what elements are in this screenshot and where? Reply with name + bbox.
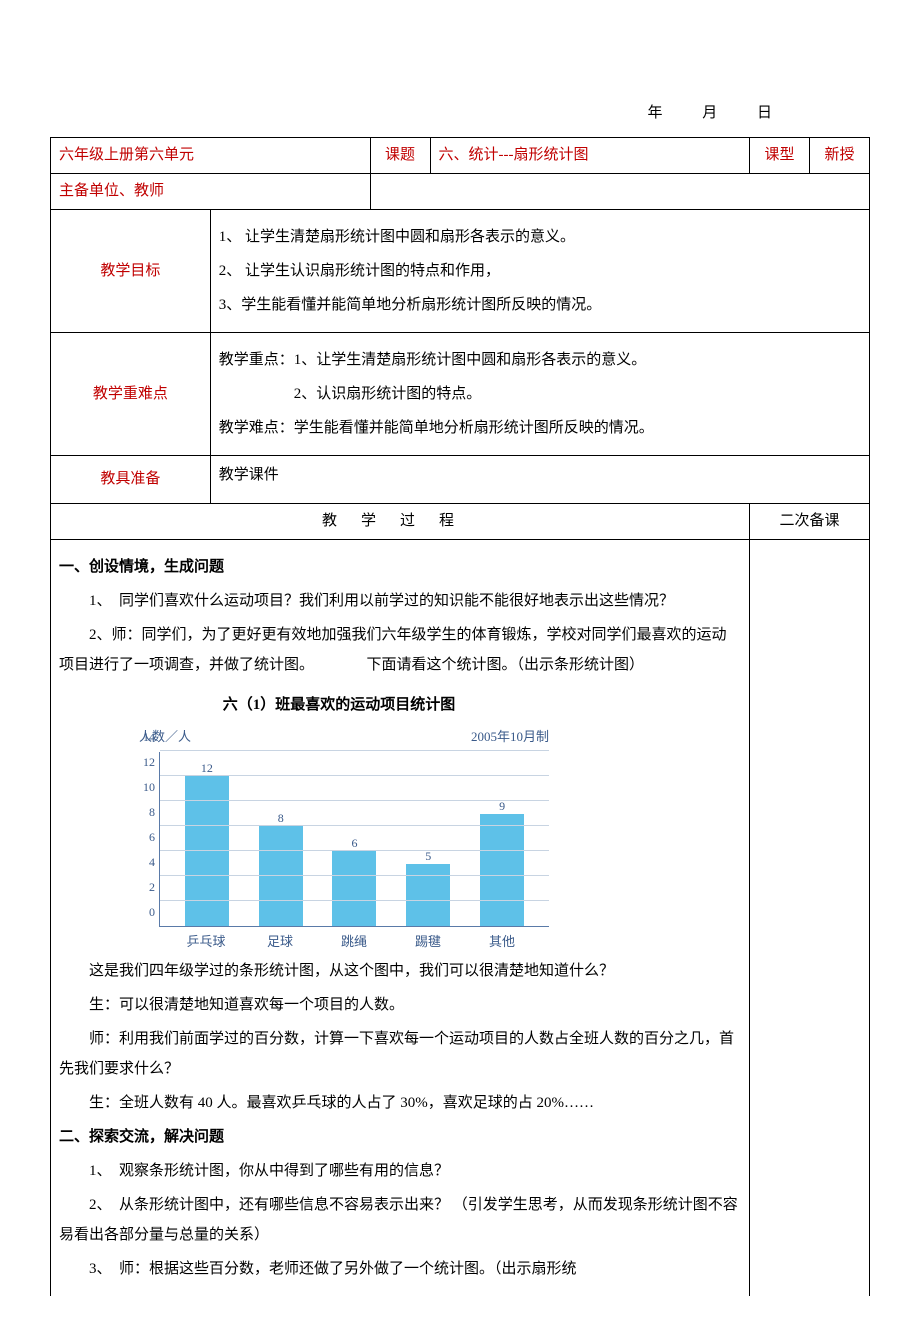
topic-label: 课题 [370,138,430,174]
section-2-heading: 二、探索交流，解决问题 [59,1122,741,1152]
bar-value-label: 9 [499,796,505,818]
bar: 8 [259,826,303,926]
goal-line-3: 3、学生能看懂并能简单地分析扇形统计图所反映的情况。 [219,290,861,320]
y-tick-label: 6 [149,827,155,849]
bar-chart: 六（1）班最喜欢的运动项目统计图 人数／人 2005年10月制 02468101… [119,692,559,952]
keypoint-line-3: 教学难点：学生能看懂并能简单地分析扇形统计图所反映的情况。 [219,413,861,443]
body-p7: 1、 观察条形统计图，你从中得到了哪些有用的信息？ [59,1156,741,1186]
x-tick-label: 足球 [258,930,302,953]
keypoint-line-1: 教学重点：1、让学生清楚扇形统计图中圆和扇形各表示的意义。 [219,345,861,375]
unit-label: 六年级上册第六单元 [51,138,371,174]
date-month: 月 [702,105,717,121]
y-tick-label: 14 [143,727,155,749]
bar: 6 [332,851,376,926]
goal-row: 教学目标 1、 让学生清楚扇形统计图中圆和扇形各表示的意义。 2、 让学生认识扇… [51,210,870,333]
body-p5: 师：利用我们前面学过的百分数，计算一下喜欢每一个运动项目的人数占全班人数的百分之… [59,1024,741,1084]
type-value: 新授 [810,138,870,174]
grid-line [160,750,549,751]
bar: 12 [185,776,229,926]
y-tick-label: 10 [143,777,155,799]
body-p4: 生：可以很清楚地知道喜欢每一个项目的人数。 [59,990,741,1020]
keypoint-line-2: 2、认识扇形统计图的特点。 [219,379,861,409]
y-tick-label: 0 [149,902,155,924]
grid-line [160,875,549,876]
date-year: 年 [647,105,662,121]
body-p1: 1、 同学们喜欢什么运动项目？我们利用以前学过的知识能不能很好地表示出这些情况？ [59,586,741,616]
y-tick-label: 12 [143,752,155,774]
x-tick-label: 踢毽 [406,930,450,953]
body-row: 一、创设情境，生成问题 1、 同学们喜欢什么运动项目？我们利用以前学过的知识能不… [51,540,870,1297]
grid-line [160,775,549,776]
date-day: 日 [757,105,772,121]
goal-line-2: 2、 让学生认识扇形统计图的特点和作用， [219,256,861,286]
x-tick-label: 跳绳 [332,930,376,953]
body-p6: 生：全班人数有 40 人。最喜欢乒乓球的人占了 30%，喜欢足球的占 20%…… [59,1088,741,1118]
chart-title: 六（1）班最喜欢的运动项目统计图 [119,692,559,719]
chart-plot: 128659 [159,752,549,927]
chart-area: 02468101214 128659 乒乓球足球跳绳踢毽其他 [159,752,559,952]
prep-label: 教具准备 [51,456,211,504]
keypoint-label: 教学重难点 [51,333,211,456]
prep-row: 教具准备 教学课件 [51,456,870,504]
y-tick-label: 2 [149,877,155,899]
y-tick-label: 4 [149,852,155,874]
goal-line-1: 1、 让学生清楚扇形统计图中圆和扇形各表示的意义。 [219,222,861,252]
bar-value-label: 6 [351,833,357,855]
grid-line [160,900,549,901]
header-row-1: 六年级上册第六单元 课题 六、统计---扇形统计图 课型 新授 [51,138,870,174]
x-tick-label: 乒乓球 [184,930,228,953]
chart-date: 2005年10月制 [471,725,549,748]
x-axis-labels: 乒乓球 足球 跳绳 踢毽 其他 [159,930,549,953]
bar-value-label: 8 [278,808,284,830]
x-tick-label: 其他 [480,930,524,953]
keypoint-row: 教学重难点 教学重点：1、让学生清楚扇形统计图中圆和扇形各表示的意义。 2、认识… [51,333,870,456]
second-prep-column [750,540,870,1297]
chart-subtitle-row: 人数／人 2005年10月制 [119,725,559,748]
goal-label: 教学目标 [51,210,211,333]
goal-content: 1、 让学生清楚扇形统计图中圆和扇形各表示的意义。 2、 让学生认识扇形统计图的… [210,210,869,333]
keypoint-content: 教学重点：1、让学生清楚扇形统计图中圆和扇形各表示的意义。 2、认识扇形统计图的… [210,333,869,456]
y-axis-labels: 02468101214 [131,752,155,927]
bar-value-label: 5 [425,846,431,868]
prep-value: 教学课件 [210,456,869,504]
body-p8: 2、 从条形统计图中，还有哪些信息不容易表示出来？ （引发学生思考，从而发现条形… [59,1190,741,1250]
lesson-plan-table: 六年级上册第六单元 课题 六、统计---扇形统计图 课型 新授 主备单位、教师 … [50,137,870,1296]
second-prep-header: 二次备课 [750,504,870,540]
type-label: 课型 [750,138,810,174]
body-p2: 2、师：同学们，为了更好更有效地加强我们六年级学生的体育锻炼，学校对同学们最喜欢… [59,620,741,680]
author-row: 主备单位、教师 [51,174,870,210]
grid-line [160,800,549,801]
bar-value-label: 12 [201,758,213,780]
y-tick-label: 8 [149,802,155,824]
body-p9: 3、 师：根据这些百分数，老师还做了另外做了一个统计图。（出示扇形统 [59,1254,741,1284]
process-header: 教学过程 [51,504,750,540]
author-label: 主备单位、教师 [51,174,371,210]
section-1-heading: 一、创设情境，生成问题 [59,552,741,582]
body-p3: 这是我们四年级学过的条形统计图，从这个图中，我们可以很清楚地知道什么？ [59,956,741,986]
grid-line [160,825,549,826]
process-header-row: 教学过程 二次备课 [51,504,870,540]
topic-value: 六、统计---扇形统计图 [430,138,750,174]
bar: 5 [406,864,450,927]
grid-line [160,850,549,851]
body-content: 一、创设情境，生成问题 1、 同学们喜欢什么运动项目？我们利用以前学过的知识能不… [51,540,750,1297]
bar: 9 [480,814,524,927]
date-line: 年 月 日 [50,100,870,127]
author-value [370,174,870,210]
